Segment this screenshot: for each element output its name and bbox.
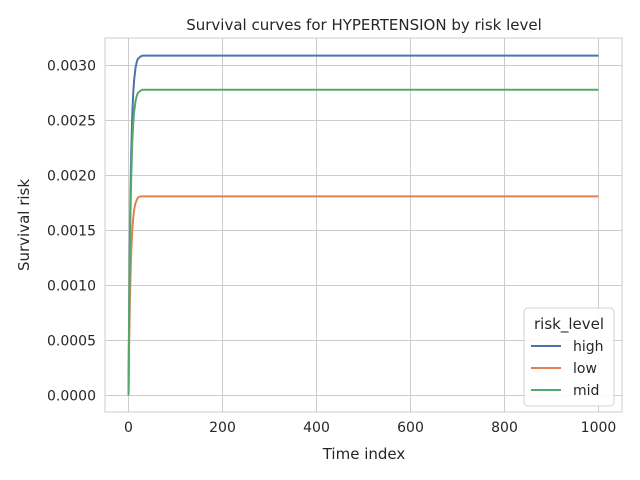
legend-box xyxy=(523,307,615,407)
chart-title: Survival curves for HYPERTENSION by risk… xyxy=(186,16,542,34)
series-line-mid xyxy=(127,88,599,396)
x-tick-labels: 0 200 400 600 800 1000 xyxy=(124,420,616,436)
x-tick-label: 200 xyxy=(209,420,236,436)
x-tick-label: 400 xyxy=(303,420,330,436)
legend: risk_level high low mid xyxy=(523,307,615,407)
x-axis-title: Time index xyxy=(322,445,406,463)
legend-label-high: high xyxy=(573,339,604,355)
y-tick-label: 0.0010 xyxy=(47,279,96,295)
y-tick-label: 0.0000 xyxy=(47,389,96,405)
y-tick-label: 0.0005 xyxy=(47,334,96,350)
y-tick-label: 0.0020 xyxy=(47,169,96,185)
x-tick-label: 1000 xyxy=(581,420,617,436)
x-tick-label: 600 xyxy=(397,420,424,436)
y-axis-title: Survival risk xyxy=(15,179,33,271)
legend-label-mid: mid xyxy=(573,383,599,399)
legend-label-low: low xyxy=(573,361,597,377)
y-tick-label: 0.0030 xyxy=(47,59,96,75)
y-tick-label: 0.0025 xyxy=(47,114,96,130)
x-tick-label: 0 xyxy=(124,420,133,436)
series-lines xyxy=(127,54,599,396)
y-tick-label: 0.0015 xyxy=(47,224,96,240)
legend-title: risk_level xyxy=(534,315,604,334)
y-tick-labels: 0.0000 0.0005 0.0010 0.0015 0.0020 0.0025 0.00… xyxy=(47,59,96,405)
x-tick-label: 800 xyxy=(491,420,518,436)
